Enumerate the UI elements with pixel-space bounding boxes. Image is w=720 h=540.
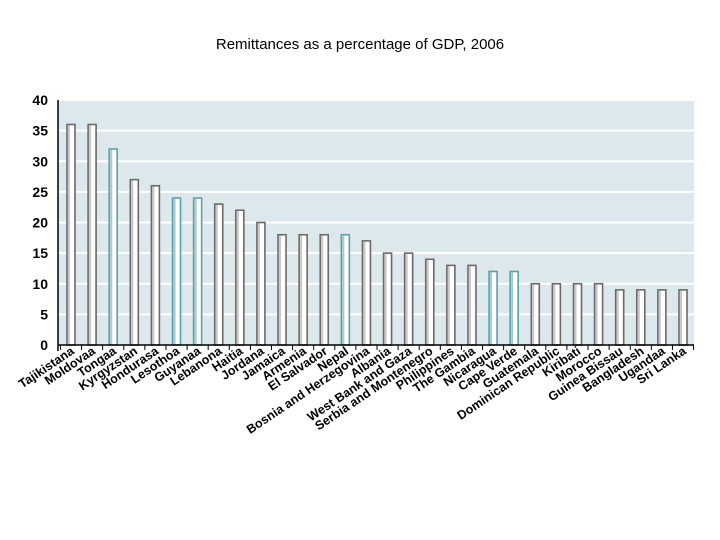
bar-shade bbox=[257, 223, 260, 345]
bar-shade bbox=[637, 290, 640, 345]
bar-shade bbox=[215, 205, 218, 345]
y-tick-label: 20 bbox=[32, 215, 48, 231]
bar-shade bbox=[553, 284, 556, 345]
bar-shade bbox=[89, 125, 92, 345]
bar-shade bbox=[680, 290, 682, 345]
bars bbox=[66, 123, 688, 346]
bar-shade bbox=[426, 260, 429, 345]
bar-shade bbox=[68, 125, 70, 345]
y-axis-tick-labels: 0 5 10 15 20 25 30 35 40 bbox=[32, 92, 48, 353]
bar-shade bbox=[363, 241, 366, 345]
y-tick-label: 5 bbox=[40, 306, 48, 322]
y-tick-label: 40 bbox=[32, 92, 48, 108]
bar-shade bbox=[194, 199, 197, 345]
bar-shade bbox=[468, 266, 471, 345]
y-tick-label: 35 bbox=[32, 123, 48, 139]
y-tick-label: 10 bbox=[32, 276, 48, 292]
bar-shade bbox=[490, 272, 493, 345]
bar-shade bbox=[511, 272, 514, 345]
gridlines bbox=[58, 99, 694, 316]
chart-title: Remittances as a percentage of GDP, 2006 bbox=[215, 36, 505, 53]
bar-shade bbox=[300, 235, 303, 345]
bar-shade bbox=[110, 150, 113, 345]
y-tick-label: 15 bbox=[32, 245, 48, 261]
y-tick-label: 30 bbox=[32, 153, 48, 169]
x-axis-category-labels: TajikistanaMoldovaaTongaaKyrgyzstanHondu… bbox=[16, 343, 689, 436]
bar-shade bbox=[658, 290, 661, 345]
bar-shade bbox=[131, 180, 134, 345]
axes bbox=[57, 100, 695, 351]
bar-shade bbox=[173, 199, 176, 345]
bar-shade bbox=[321, 235, 324, 345]
bar-shade bbox=[236, 211, 239, 345]
y-tick-label: 0 bbox=[40, 337, 48, 353]
bar-shade bbox=[447, 266, 450, 345]
bar-shade bbox=[279, 235, 282, 345]
bar-shade bbox=[152, 186, 155, 345]
bar-shade bbox=[384, 254, 387, 345]
bar-shade bbox=[574, 284, 577, 345]
bar-shade bbox=[532, 284, 535, 345]
bar-shade bbox=[616, 290, 619, 345]
y-tick-label: 25 bbox=[32, 184, 48, 200]
bar-shade bbox=[342, 235, 345, 345]
bar-shade bbox=[405, 254, 408, 345]
bar-shade bbox=[595, 284, 598, 345]
